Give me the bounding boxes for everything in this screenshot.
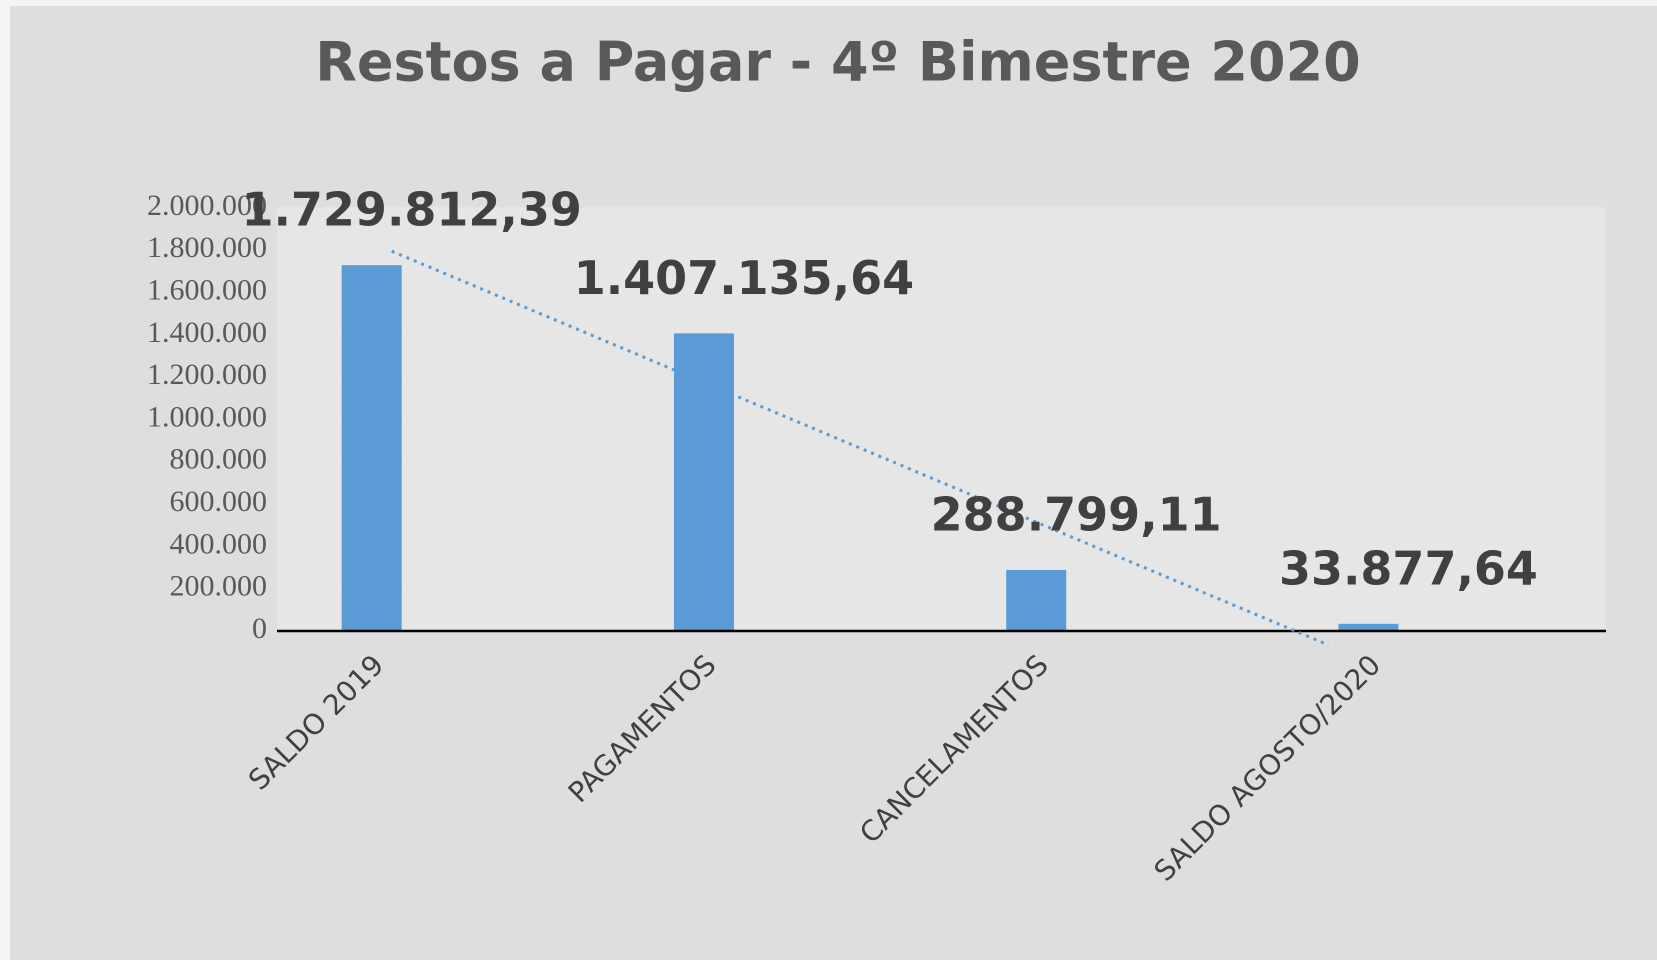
- y-tick-label: 1.000.000: [147, 400, 267, 433]
- y-tick-label: 2.000.000: [147, 189, 267, 222]
- y-tick-label: 400.000: [170, 527, 268, 560]
- bar: [1338, 623, 1399, 631]
- y-tick-label: 600.000: [170, 485, 268, 518]
- data-label: 1.729.812,39: [241, 183, 582, 237]
- trendline: [391, 249, 1330, 647]
- y-tick-label: 1.200.000: [147, 358, 267, 391]
- y-tick-label: 800.000: [170, 443, 268, 476]
- y-tick-label: 0: [252, 612, 267, 645]
- bar: [673, 333, 734, 631]
- y-tick-label: 1.600.000: [147, 273, 267, 306]
- y-tick-label: 1.400.000: [147, 316, 267, 349]
- y-tick-label: 1.800.000: [147, 231, 267, 264]
- y-tick-label: 200.000: [170, 570, 268, 603]
- data-label: 1.407.135,64: [574, 251, 915, 305]
- bar: [341, 265, 402, 631]
- data-label: 33.877,64: [1279, 541, 1538, 595]
- bar: [1006, 569, 1067, 631]
- chart-title: Restos a Pagar - 4º Bimestre 2020: [315, 31, 1360, 94]
- data-label: 288.799,11: [931, 487, 1222, 541]
